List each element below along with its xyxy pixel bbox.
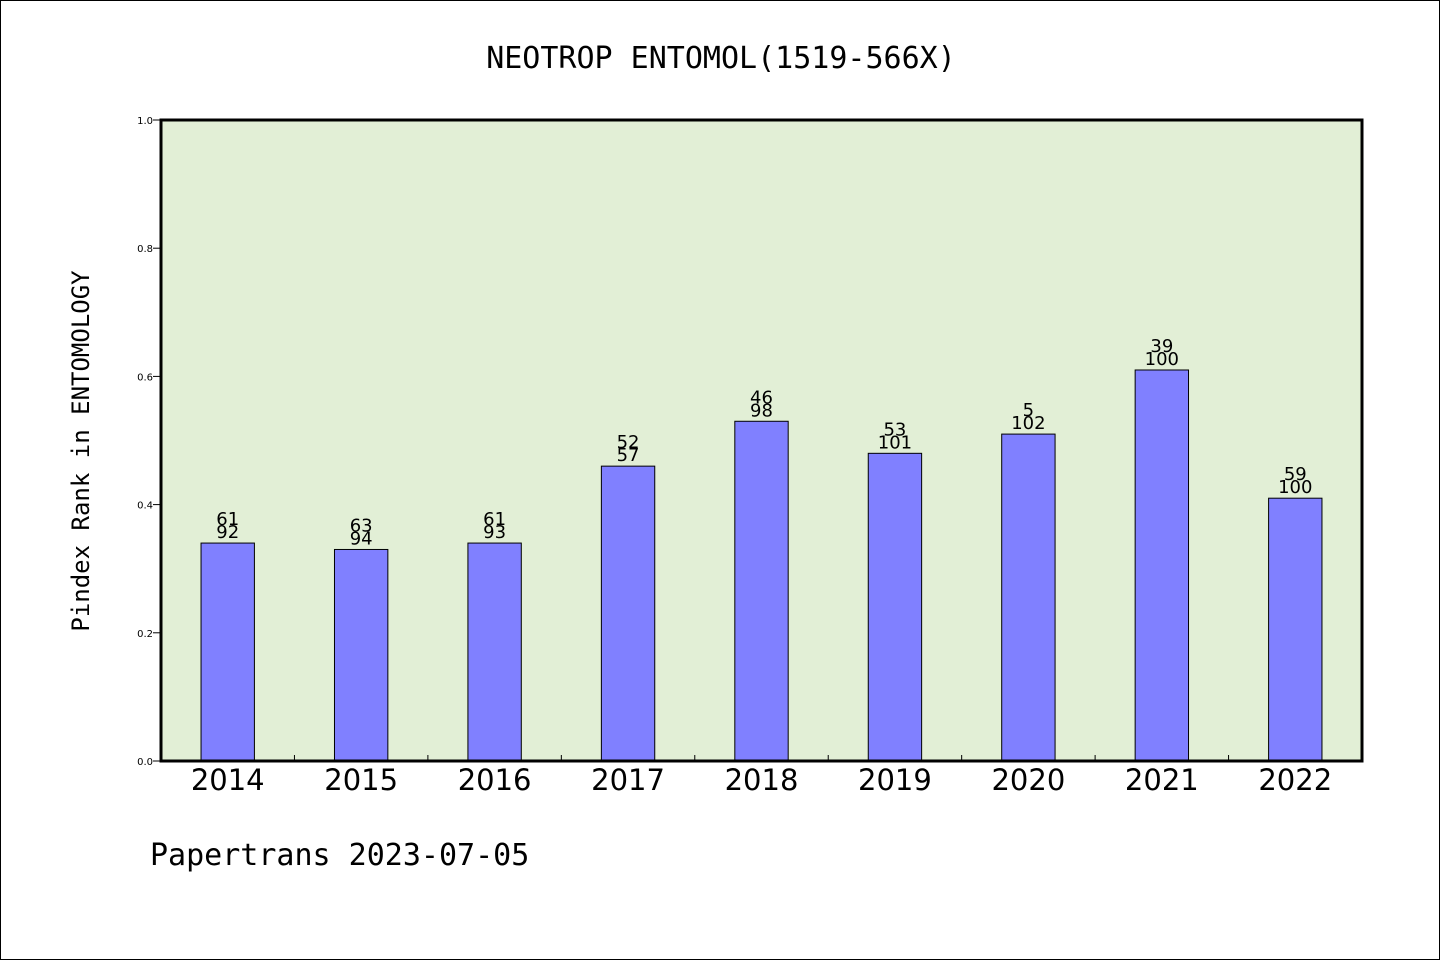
y-tick-label: 1.0 <box>137 116 153 127</box>
data-label-bottom: 93 <box>483 522 506 543</box>
data-label-bottom: 92 <box>216 522 239 543</box>
data-label-top: 59 <box>1284 464 1307 485</box>
x-tick-label: 2022 <box>1258 763 1332 797</box>
y-tick-label: 0.8 <box>137 244 153 255</box>
bar <box>333 548 389 762</box>
x-tick-label: 2014 <box>191 763 265 797</box>
data-label-top: 5 <box>1023 400 1034 421</box>
y-tick-label: 0.0 <box>137 757 153 768</box>
data-label-top: 46 <box>750 387 773 408</box>
footer-text: Papertrans 2023-07-05 <box>150 838 529 873</box>
y-axis-label: Pindex Rank in ENTOMOLOGY <box>67 270 95 632</box>
data-label-bottom: 98 <box>750 400 773 421</box>
bar <box>200 542 255 762</box>
data-label-bottom: 100 <box>1145 349 1179 370</box>
y-axis-ticks: 0.0 0.2 0.4 0.6 0.8 1.0 <box>137 116 161 768</box>
x-tick-label: 2021 <box>1125 763 1199 797</box>
bar <box>734 420 789 762</box>
x-axis-ticks: 2014 2015 2016 2017 2018 2019 2020 2021 2022 <box>191 755 1332 797</box>
x-tick-label: 2015 <box>324 763 398 797</box>
x-tick-label: 2019 <box>858 763 932 797</box>
x-tick-label: 2016 <box>458 763 532 797</box>
data-label-bottom: 94 <box>350 528 373 549</box>
bar <box>1134 369 1190 762</box>
y-tick-label: 0.6 <box>137 372 153 383</box>
bar <box>467 542 522 762</box>
data-label-bottom: 102 <box>1011 413 1045 434</box>
y-tick-label: 0.2 <box>137 629 153 640</box>
bar <box>600 465 656 762</box>
data-label-top: 53 <box>883 419 906 440</box>
x-tick-label: 2020 <box>991 763 1065 797</box>
data-label-top: 39 <box>1150 336 1173 357</box>
data-label-top: 63 <box>350 515 373 536</box>
data-label-top: 61 <box>216 509 239 530</box>
bar <box>1268 497 1323 762</box>
bar <box>1001 433 1056 762</box>
bar <box>867 452 923 762</box>
chart-title: NEOTROP ENTOMOL(1519-566X) <box>486 41 956 76</box>
data-label-bottom: 57 <box>617 445 640 466</box>
y-tick-label: 0.4 <box>137 501 153 512</box>
data-label-bottom: 101 <box>878 432 912 453</box>
data-label-bottom: 100 <box>1278 477 1312 498</box>
x-tick-label: 2018 <box>725 763 799 797</box>
x-tick-label: 2017 <box>591 763 665 797</box>
data-label-top: 61 <box>483 509 506 530</box>
plot-frame <box>159 118 1364 763</box>
data-label-top: 52 <box>617 432 640 453</box>
